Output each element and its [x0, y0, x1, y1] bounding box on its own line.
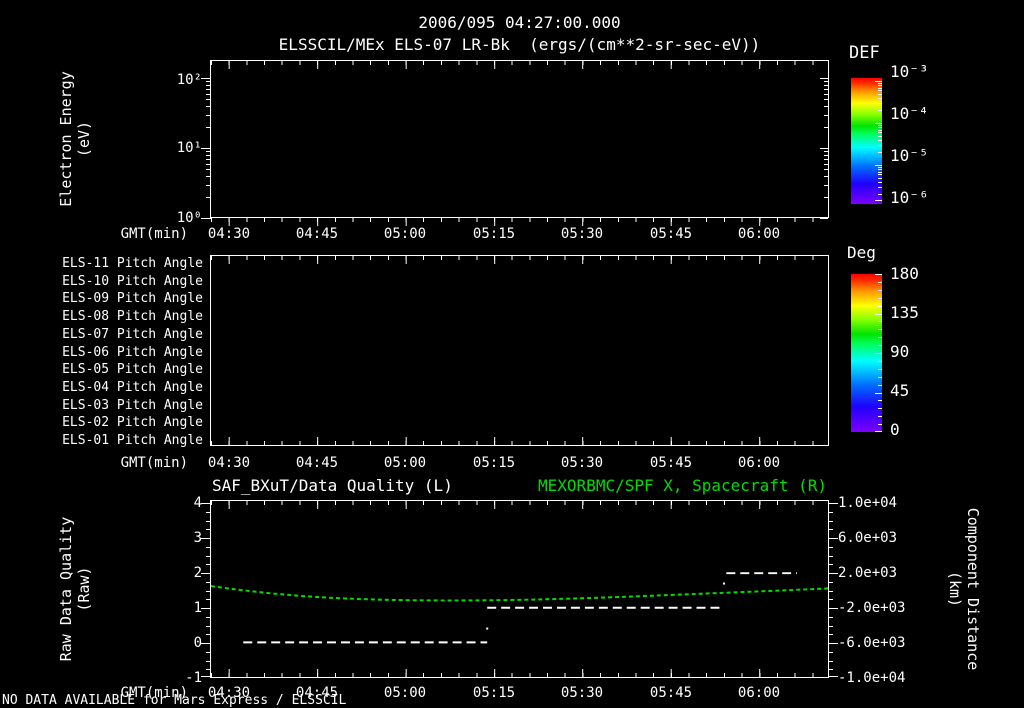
x-tick-label: 04:30 [207, 226, 251, 242]
quality-ytick: 1 [193, 600, 202, 616]
pitch-row-label: ELS-09 Pitch Angle [62, 291, 203, 306]
component-distance-axis-label: Component Distance (km) [946, 507, 982, 671]
energy-ytick: 10⁰ [176, 210, 202, 226]
x-major-ticks [211, 256, 828, 264]
pitch-row-label: ELS-02 Pitch Angle [62, 415, 203, 430]
x-tick-label: 04:45 [295, 226, 339, 242]
x-tick-label: 06:00 [737, 685, 781, 701]
x-tick-label: 05:15 [472, 455, 516, 471]
quality-ytick: 0 [193, 635, 202, 651]
plot-title: ELSSCIL/MEx ELS-07 LR-Bk (ergs/(cm**2-sr… [278, 35, 761, 54]
left-axis-title: SAF_BXuT/Data Quality (L) [212, 476, 453, 495]
timestamp-title: 2006/095 04:27:00.000 [418, 13, 621, 32]
x-tick-label: 04:45 [295, 455, 339, 471]
gmt-axis-label: GMT(min) [120, 685, 188, 701]
quality-ytick: 4 [193, 495, 202, 511]
pitch-row-label: ELS-06 Pitch Angle [62, 345, 203, 360]
distance-ytick: 1.0e+04 [838, 495, 898, 511]
deg-colorbar-tick: 90 [890, 342, 910, 361]
x-tick-label: 05:00 [383, 226, 427, 242]
def-colorbar-tick: 10⁻⁵ [890, 146, 929, 165]
x-major-ticks [211, 437, 828, 445]
pitch-row-label: ELS-01 Pitch Angle [62, 433, 203, 448]
x-tick-label: 05:45 [649, 226, 693, 242]
energy-axis-label: Electron Energy (eV) [57, 71, 93, 207]
deg-colorbar [851, 274, 882, 432]
quality-distance-plot [210, 572, 829, 644]
x-tick-label: 05:00 [383, 685, 427, 701]
gmt-axis-label: GMT(min) [120, 226, 188, 242]
deg-colorbar-tick: 180 [890, 264, 919, 283]
electron-energy-panel [201, 60, 829, 226]
energy-ytick: 10¹ [176, 140, 202, 156]
pitch-row-label: ELS-04 Pitch Angle [62, 380, 203, 395]
pitch-row-label: ELS-08 Pitch Angle [62, 309, 203, 324]
x-minor-ticks [211, 256, 828, 260]
x-tick-label: 05:30 [560, 455, 604, 471]
def-colorbar-tick: 10⁻⁶ [890, 188, 929, 207]
right-axis-title: MEXORBMC/SPF X, Spacecraft (R) [538, 476, 827, 495]
pitch-row-label: ELS-11 Pitch Angle [62, 256, 203, 271]
no-data-status: NO DATA AVAILABLE for Mars Express / ELS… [2, 693, 347, 708]
x-tick-label: 05:45 [649, 685, 693, 701]
x-tick-label: 04:30 [207, 685, 251, 701]
pitch-angle-panel [210, 255, 829, 446]
x-tick-label: 05:15 [472, 685, 516, 701]
def-colorbar-tick: 10⁻³ [890, 62, 929, 81]
pitch-row-label: ELS-03 Pitch Angle [62, 398, 203, 413]
x-tick-label: 05:00 [383, 455, 427, 471]
x-tick-label: 06:00 [737, 226, 781, 242]
x-minor-ticks [211, 61, 828, 65]
distance-ytick: -2.0e+03 [838, 600, 906, 616]
x-tick-label: 05:30 [560, 685, 604, 701]
x-minor-ticks [211, 218, 828, 222]
quality-distance-panel [201, 500, 838, 678]
distance-ytick: 2.0e+03 [838, 565, 898, 581]
def-colorbar [851, 78, 882, 204]
distance-ytick: -6.0e+03 [838, 635, 906, 651]
x-tick-label: 06:00 [737, 455, 781, 471]
quality-ytick: -1 [185, 670, 202, 686]
quality-transition-dots [486, 582, 726, 630]
distance-ytick: 6.0e+03 [838, 530, 898, 546]
pitch-row-label: ELS-07 Pitch Angle [62, 327, 203, 342]
deg-colorbar-tick: 135 [890, 303, 919, 322]
quality-ytick: 3 [193, 530, 202, 546]
x-tick-label: 04:30 [207, 455, 251, 471]
quality-ytick: 2 [193, 565, 202, 581]
pitch-row-label: ELS-10 Pitch Angle [62, 274, 203, 289]
spacecraft-x-series [210, 585, 829, 602]
x-tick-label: 05:15 [472, 226, 516, 242]
x-major-ticks [211, 61, 828, 69]
x-tick-label: 04:45 [295, 685, 339, 701]
gmt-axis-label: GMT(min) [120, 455, 188, 471]
deg-colorbar-title: Deg [847, 243, 876, 262]
def-colorbar-tick: 10⁻⁴ [890, 104, 929, 123]
distance-ytick: -1.0e+04 [838, 670, 906, 686]
raw-quality-axis-label: Raw Data Quality (Raw) [57, 516, 93, 662]
deg-colorbar-tick: 45 [890, 381, 910, 400]
x-tick-label: 05:45 [649, 455, 693, 471]
def-colorbar-title: DEF [849, 43, 880, 63]
data-quality-series [243, 572, 797, 644]
deg-colorbar-tick: 0 [890, 420, 900, 439]
x-minor-ticks [211, 441, 828, 445]
energy-ytick: 10² [176, 72, 202, 88]
pitch-row-label: ELS-05 Pitch Angle [62, 362, 203, 377]
x-tick-label: 05:30 [560, 226, 604, 242]
